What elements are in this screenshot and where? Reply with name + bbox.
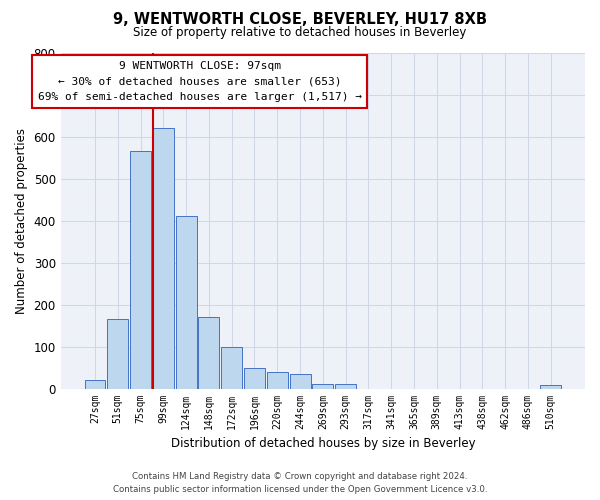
Text: 9, WENTWORTH CLOSE, BEVERLEY, HU17 8XB: 9, WENTWORTH CLOSE, BEVERLEY, HU17 8XB [113, 12, 487, 28]
Bar [267, 372, 288, 388]
Bar [290, 374, 311, 388]
Bar [221, 346, 242, 389]
Bar [107, 319, 128, 388]
Bar [153, 128, 174, 388]
Text: Size of property relative to detached houses in Beverley: Size of property relative to detached ho… [133, 26, 467, 39]
X-axis label: Distribution of detached houses by size in Beverley: Distribution of detached houses by size … [170, 437, 475, 450]
Bar [540, 385, 561, 388]
Bar [130, 151, 151, 388]
Bar [335, 384, 356, 388]
Bar [85, 380, 106, 388]
Bar [244, 368, 265, 388]
Bar [199, 317, 220, 388]
Bar [313, 384, 334, 388]
Y-axis label: Number of detached properties: Number of detached properties [15, 128, 28, 314]
Bar [176, 216, 197, 388]
Text: 9 WENTWORTH CLOSE: 97sqm
← 30% of detached houses are smaller (653)
69% of semi-: 9 WENTWORTH CLOSE: 97sqm ← 30% of detach… [38, 61, 362, 102]
Text: Contains HM Land Registry data © Crown copyright and database right 2024.
Contai: Contains HM Land Registry data © Crown c… [113, 472, 487, 494]
